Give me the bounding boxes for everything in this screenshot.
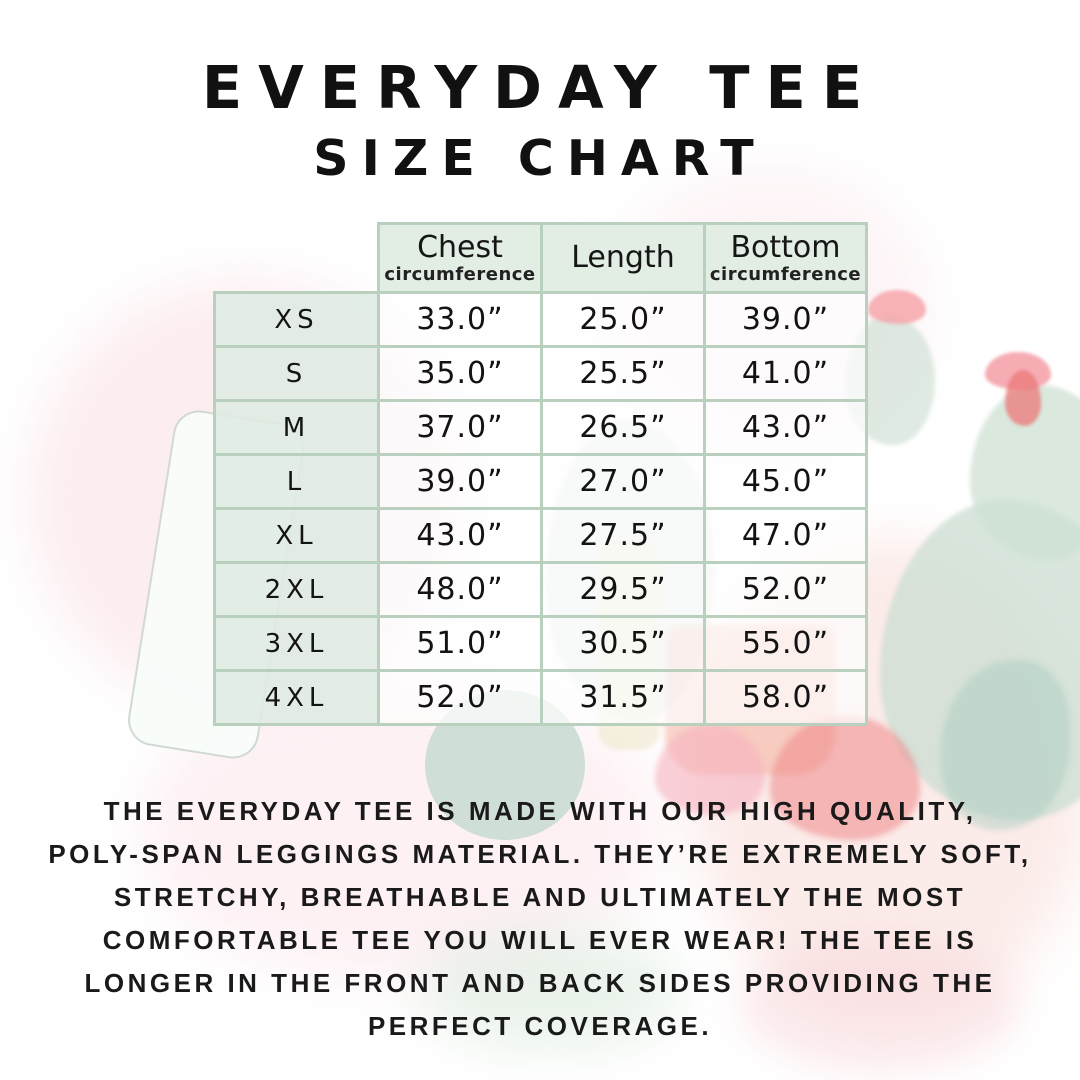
description-line: POLY-SPAN LEGGINGS MATERIAL. THEY’RE EXT… [48, 839, 1032, 869]
description-line: THE EVERYDAY TEE IS MADE WITH OUR HIGH Q… [103, 796, 977, 826]
column-sublabel: circumference [709, 264, 862, 285]
length-value: 25.0” [540, 291, 706, 348]
watermark-flower-pink-top [868, 290, 926, 324]
description-line: COMFORTABLE TEE YOU WILL EVER WEAR! THE … [102, 925, 978, 955]
header-blank-cell [215, 224, 379, 293]
bottom-value: 55.0” [703, 615, 868, 672]
bottom-value: 47.0” [703, 507, 868, 564]
watermark-cactus-right-pad-large [880, 500, 1080, 820]
description-line: PERFECT COVERAGE. [367, 1011, 713, 1041]
table-row-s: S 35.0” 25.5” 41.0” [213, 345, 868, 402]
size-label: L [213, 453, 380, 510]
page-title: EVERYDAY TEE [201, 53, 879, 122]
table-header-row: Chest circumference Length Bottom circum… [215, 222, 868, 294]
table-row-2xl: 2XL 48.0” 29.5” 52.0” [213, 561, 868, 618]
chest-value: 43.0” [377, 507, 543, 564]
chest-value: 37.0” [377, 399, 543, 456]
table-row-xl: XL 43.0” 27.5” 47.0” [213, 507, 868, 564]
column-header-bottom: Bottom circumference [703, 222, 868, 294]
bottom-value: 43.0” [703, 399, 868, 456]
table-row-m: M 37.0” 26.5” 43.0” [213, 399, 868, 456]
length-value: 27.5” [540, 507, 706, 564]
bottom-value: 52.0” [703, 561, 868, 618]
size-label: M [213, 399, 380, 456]
length-value: 31.5” [540, 669, 706, 726]
size-label: 2XL [213, 561, 380, 618]
column-sublabel: circumference [384, 264, 536, 285]
column-label: Length [571, 240, 675, 275]
length-value: 29.5” [540, 561, 706, 618]
column-header-length: Length [540, 222, 706, 294]
description-line: STRETCHY, BREATHABLE AND ULTIMATELY THE … [113, 882, 967, 912]
length-value: 25.5” [540, 345, 706, 402]
chest-value: 35.0” [377, 345, 543, 402]
watermark-flower-red-right [1005, 370, 1041, 426]
column-label: Chest [417, 230, 503, 265]
description-line: LONGER IN THE FRONT AND BACK SIDES PROVI… [84, 968, 996, 998]
table-row-4xl: 4XL 52.0” 31.5” 58.0” [213, 669, 868, 726]
chest-value: 33.0” [377, 291, 543, 348]
size-label: S [213, 345, 380, 402]
length-value: 27.0” [540, 453, 706, 510]
size-label: XS [213, 291, 380, 348]
bottom-value: 58.0” [703, 669, 868, 726]
title-block: EVERYDAY TEE SIZE CHART [0, 48, 1080, 190]
chest-value: 51.0” [377, 615, 543, 672]
length-value: 30.5” [540, 615, 706, 672]
size-chart-table: Chest circumference Length Bottom circum… [213, 222, 868, 726]
table-row-3xl: 3XL 51.0” 30.5” 55.0” [213, 615, 868, 672]
length-value: 26.5” [540, 399, 706, 456]
bottom-value: 41.0” [703, 345, 868, 402]
column-header-chest: Chest circumference [377, 222, 543, 294]
chest-value: 48.0” [377, 561, 543, 618]
size-label: 4XL [213, 669, 380, 726]
bottom-value: 45.0” [703, 453, 868, 510]
chest-value: 39.0” [377, 453, 543, 510]
product-description: THE EVERYDAY TEE IS MADE WITH OUR HIGH Q… [0, 790, 1080, 1048]
table-row-xs: XS 33.0” 25.0” 39.0” [213, 291, 868, 348]
column-label: Bottom [730, 230, 841, 265]
watermark-cactus-right-pad-small [970, 385, 1080, 560]
watermark-flower-pink-mid [985, 352, 1051, 390]
page-subtitle: SIZE CHART [313, 130, 767, 187]
bottom-value: 39.0” [703, 291, 868, 348]
size-label: XL [213, 507, 380, 564]
table-row-l: L 39.0” 27.0” 45.0” [213, 453, 868, 510]
size-label: 3XL [213, 615, 380, 672]
chest-value: 52.0” [377, 669, 543, 726]
